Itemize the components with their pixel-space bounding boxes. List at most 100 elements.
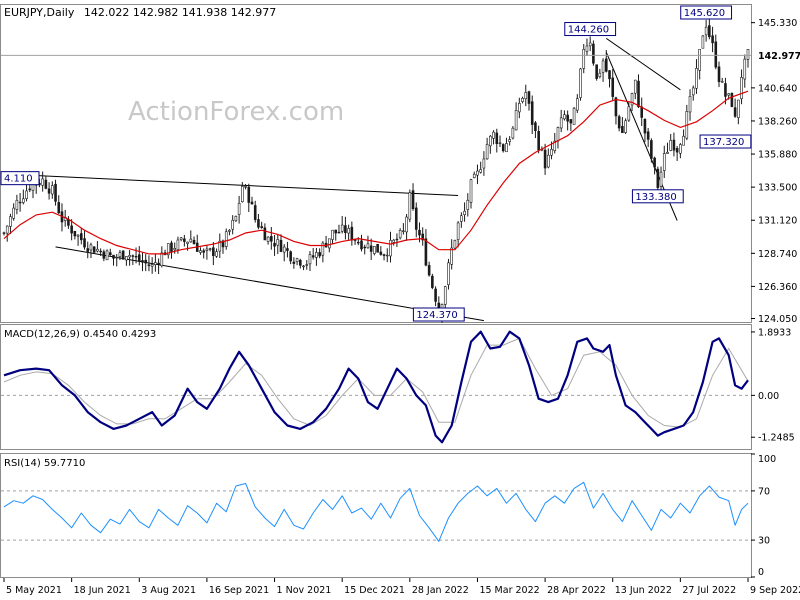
candle xyxy=(508,136,511,146)
price-y-tick-label: 126.360 xyxy=(758,282,797,293)
candle xyxy=(611,68,615,101)
x-tick-label: 28 Jan 2022 xyxy=(412,585,469,596)
candle xyxy=(47,182,51,200)
price-y-tick-label: 135.880 xyxy=(758,150,797,161)
candle xyxy=(733,98,737,118)
candle xyxy=(604,50,608,73)
candle xyxy=(382,253,386,261)
candle xyxy=(614,96,618,125)
candle xyxy=(469,178,473,209)
moving-average-line xyxy=(3,90,749,255)
current-price-label: 142.977 xyxy=(758,51,800,62)
candle xyxy=(105,249,109,261)
candle xyxy=(160,246,164,268)
candle xyxy=(263,223,267,241)
candle xyxy=(112,254,115,266)
candle xyxy=(366,235,370,249)
candle xyxy=(666,142,669,154)
candle xyxy=(86,241,90,259)
y-tick-label: -1.2485 xyxy=(758,433,795,444)
candle xyxy=(22,189,25,205)
watermark: ActionForex.com xyxy=(128,97,344,127)
symbol-name: EURJPY,Daily xyxy=(4,6,75,19)
candle xyxy=(633,79,637,100)
trendline xyxy=(16,174,459,196)
annotation-label: 137.320 xyxy=(703,137,744,148)
rsi-y-tick-label: 30 xyxy=(758,536,770,547)
candle xyxy=(414,202,418,238)
candle xyxy=(318,248,321,259)
candle xyxy=(286,241,289,258)
candle xyxy=(431,273,434,290)
candle xyxy=(675,146,679,161)
candle xyxy=(482,151,486,176)
candle xyxy=(41,171,44,192)
candle xyxy=(218,233,222,258)
candle xyxy=(679,143,682,159)
candle xyxy=(724,77,727,105)
candle xyxy=(376,243,379,253)
candle xyxy=(115,253,119,267)
candle xyxy=(215,248,218,258)
candle xyxy=(89,242,93,259)
candle xyxy=(450,239,453,270)
candle xyxy=(598,68,602,79)
candle xyxy=(460,212,463,228)
candle xyxy=(83,229,86,250)
candle xyxy=(579,67,582,101)
candle xyxy=(189,230,193,243)
candle xyxy=(118,249,122,261)
candle xyxy=(18,193,22,212)
candle xyxy=(257,213,260,230)
candle xyxy=(79,227,83,245)
candle xyxy=(244,184,247,190)
price-annotation: 124.370 xyxy=(412,307,465,322)
candle xyxy=(434,286,437,307)
rsi-lines xyxy=(3,481,749,542)
candle xyxy=(44,175,48,190)
x-tick-label: 13 Jun 2022 xyxy=(615,585,672,596)
candle xyxy=(150,257,154,274)
candle xyxy=(701,34,705,49)
candle xyxy=(682,129,685,146)
candle xyxy=(166,243,170,259)
candle xyxy=(511,126,515,140)
candle xyxy=(241,182,244,203)
candle xyxy=(128,250,131,266)
candle xyxy=(260,221,263,229)
candle xyxy=(392,238,396,246)
candle xyxy=(476,164,479,185)
candle xyxy=(92,246,96,253)
candle xyxy=(566,110,569,131)
candle xyxy=(305,260,309,270)
candle xyxy=(224,228,228,250)
x-tick-label: 15 Dec 2021 xyxy=(344,585,405,596)
candle xyxy=(411,183,415,211)
candle xyxy=(51,181,54,199)
candle xyxy=(537,125,540,154)
candle xyxy=(99,248,102,256)
candle xyxy=(266,236,270,245)
price-y-tick-label: 131.120 xyxy=(758,216,797,227)
candle xyxy=(408,189,412,223)
candle xyxy=(466,193,470,217)
current-price-box xyxy=(752,48,800,63)
price-y-tick-label: 145.330 xyxy=(758,18,797,29)
candle xyxy=(321,241,325,263)
price-annotation: 145.620 xyxy=(680,5,733,20)
candle xyxy=(543,143,547,175)
candle xyxy=(360,234,363,252)
candle xyxy=(192,236,196,245)
rsi-y-tick-label: 100 xyxy=(758,454,776,465)
candle xyxy=(737,99,740,125)
candle xyxy=(369,238,373,260)
candle xyxy=(405,214,408,241)
price-annotation: 137.320 xyxy=(699,134,752,149)
candle xyxy=(250,196,254,205)
candle xyxy=(279,234,283,253)
candle xyxy=(186,241,189,251)
candle xyxy=(141,252,144,272)
candle xyxy=(495,128,499,153)
